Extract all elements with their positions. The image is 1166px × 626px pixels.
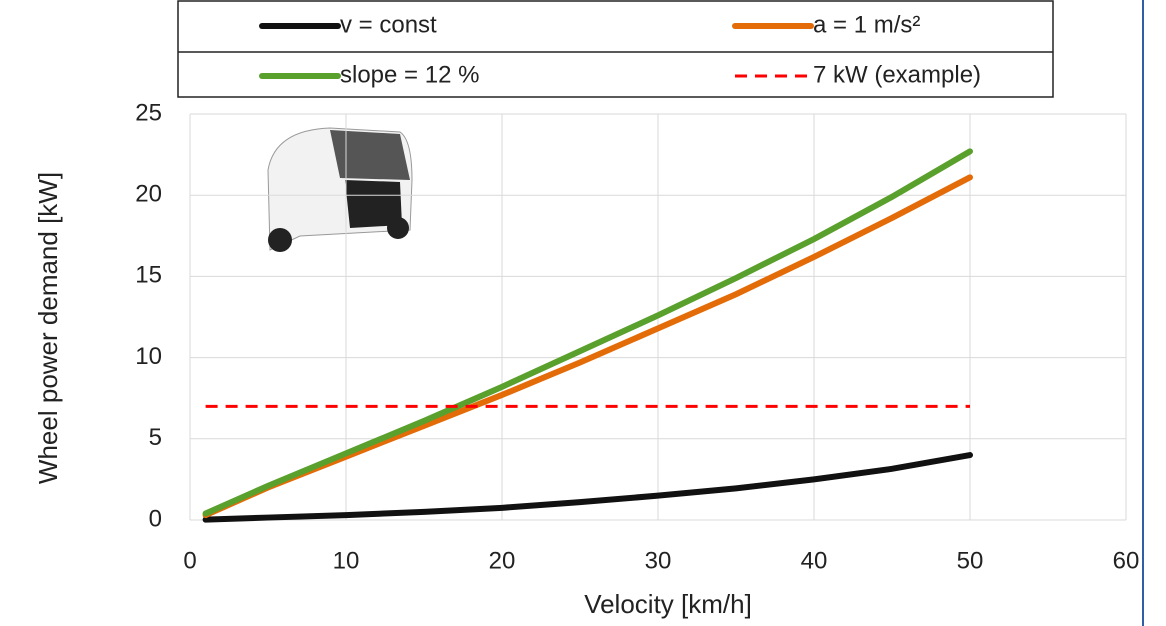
x-tick-label: 50 <box>957 547 984 574</box>
legend-label: slope = 12 % <box>340 61 479 88</box>
x-tick-label: 20 <box>489 547 516 574</box>
y-tick-label: 10 <box>135 343 162 370</box>
x-tick-label: 40 <box>801 547 828 574</box>
legend-label: v = const <box>340 11 437 38</box>
vehicle-illustration <box>268 128 412 252</box>
x-tick-label: 0 <box>183 547 196 574</box>
y-tick-label: 20 <box>135 181 162 208</box>
y-axis-title: Wheel power demand [kW] <box>33 172 63 484</box>
legend-label: 7 kW (example) <box>813 61 981 88</box>
y-tick-label: 0 <box>149 505 162 532</box>
legend-label: a = 1 m/s² <box>813 11 920 38</box>
chart: Velocity [km/h] Wheel power demand [kW] … <box>0 0 1166 626</box>
x-tick-label: 30 <box>645 547 672 574</box>
y-tick-label: 25 <box>135 99 162 126</box>
x-tick-label: 60 <box>1113 547 1140 574</box>
y-tick-label: 15 <box>135 262 162 289</box>
x-tick-label: 10 <box>333 547 360 574</box>
y-tick-label: 5 <box>149 424 162 451</box>
x-axis-title: Velocity [km/h] <box>584 589 752 619</box>
